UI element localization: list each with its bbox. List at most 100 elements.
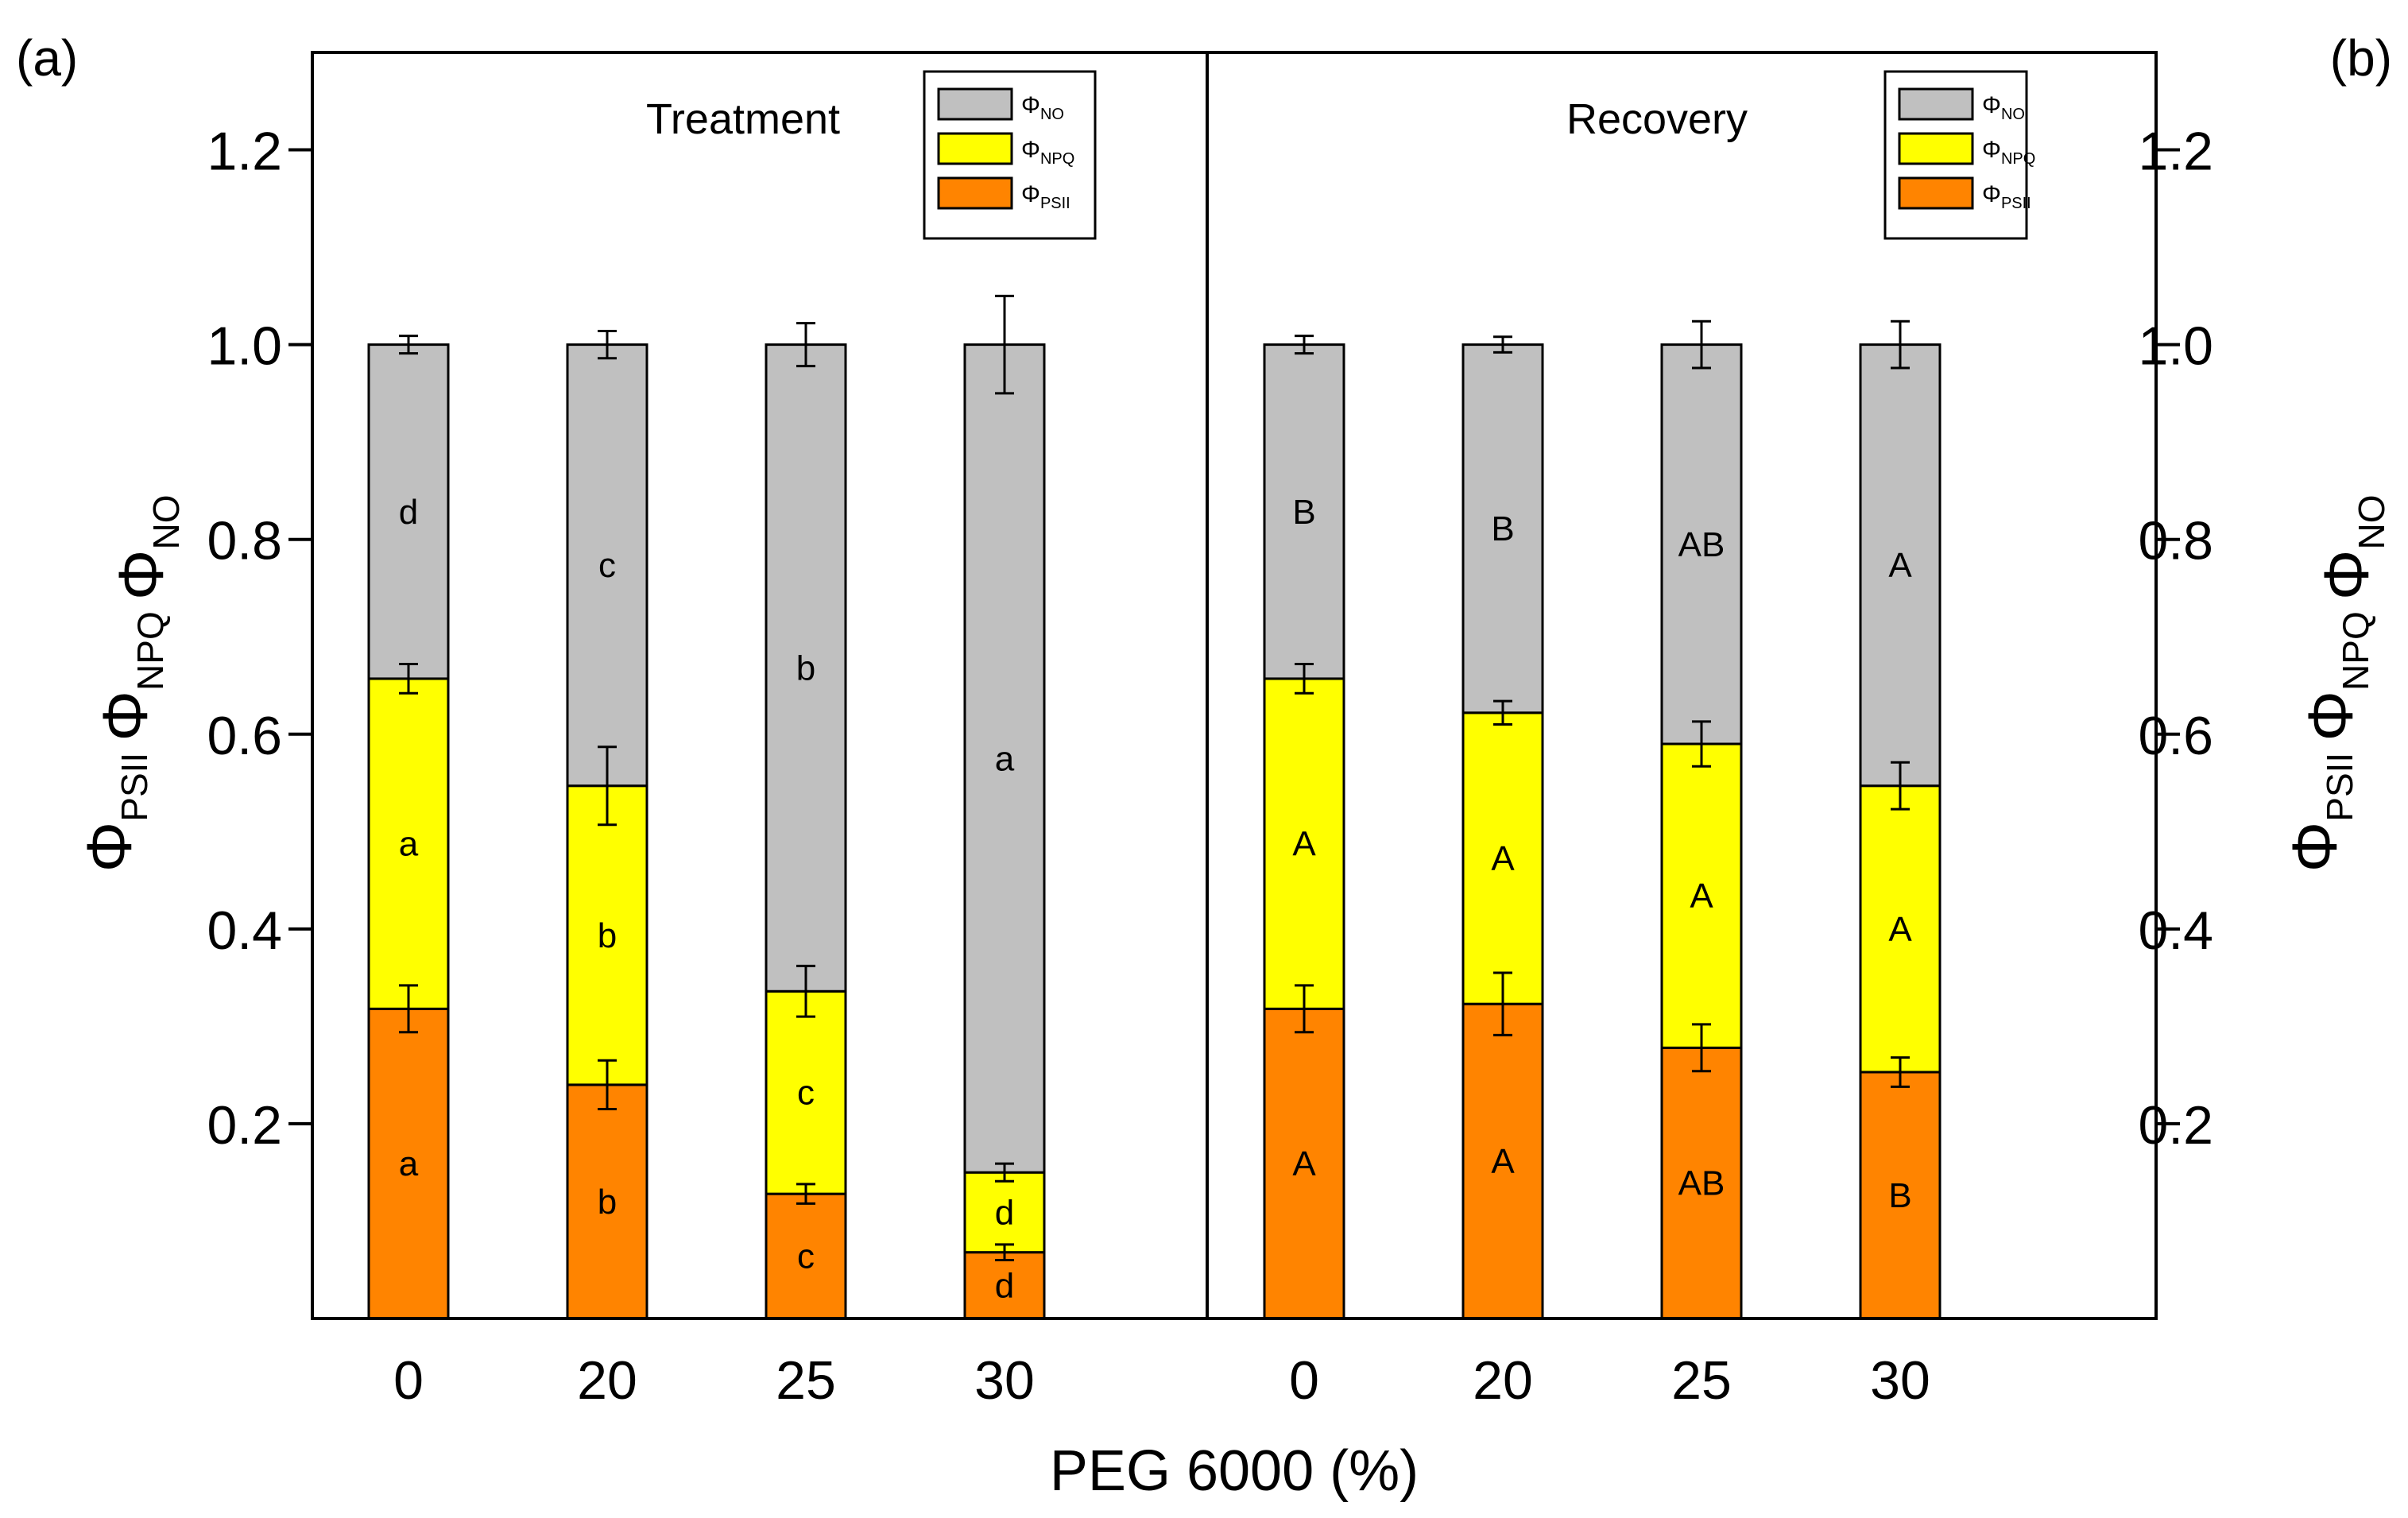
significance-letter: a [399, 825, 419, 864]
significance-letter: A [1690, 877, 1713, 916]
significance-letter: d [995, 1193, 1014, 1232]
y-tick-label-left: 1.2 [207, 122, 282, 182]
y-label-symbol: Φ [2295, 691, 2366, 742]
y-axis-title-right-text: ΦPSIIΦNPQΦNO [2279, 494, 2392, 872]
significance-letter: B [1292, 493, 1315, 532]
significance-letter: A [1491, 1142, 1515, 1181]
bar-npq [963, 1171, 1046, 1254]
bars-layer [367, 343, 1941, 1320]
y-label-subscript: NPQ [130, 611, 171, 691]
y-tick-label-right: 0.4 [2138, 900, 2213, 961]
legend-swatch-no [1898, 87, 1974, 121]
legend-subscript: NPQ [1040, 150, 1074, 168]
significance-letter: a [995, 739, 1015, 778]
x-tick-label: 30 [1870, 1350, 1930, 1411]
legend-symbol: Φ [1982, 137, 2001, 163]
y-label-subscript: NPQ [2335, 611, 2376, 691]
legend-symbol: Φ [1021, 92, 1040, 118]
bar-no [566, 343, 648, 788]
bar-psii [566, 1083, 648, 1320]
y-tick-label-right: 1.2 [2138, 122, 2213, 182]
y-tick-label-right: 0.8 [2138, 511, 2213, 571]
x-tick-label: 25 [776, 1350, 836, 1411]
plot-frame [288, 51, 2180, 1320]
significance-letter: c [598, 546, 616, 585]
plot-border [311, 51, 2158, 1320]
legend-subscript: NPQ [2001, 150, 2035, 168]
significance-letter: AB [1678, 525, 1725, 564]
significance-letter: A [1292, 1144, 1316, 1183]
legend-label-npq: ΦNPQ [1982, 137, 2035, 168]
text-layer: aad0bbc20ccb25dda30TreatmentAAB0AAB20ABA… [16, 29, 2392, 1503]
legend-swatch-psii [1898, 176, 1974, 210]
bar-no [1660, 343, 1743, 745]
y-tick-label-left: 0.8 [207, 511, 282, 571]
legend-label-npq: ΦNPQ [1021, 137, 1074, 168]
bar-no [963, 343, 1046, 1174]
bar-npq [1461, 711, 1544, 1005]
legend-swatch-npq [1898, 132, 1974, 165]
y-axis-title-left-text: ΦPSIIΦNPQΦNO [74, 494, 187, 872]
legend-subscript: NO [1040, 106, 1064, 123]
significance-letter: B [1888, 1176, 1911, 1215]
y-label-symbol: Φ [74, 822, 145, 873]
bar-psii [1461, 1002, 1544, 1320]
y-tick-label-right: 1.0 [2138, 316, 2213, 377]
x-axis-title: PEG 6000 (%) [1050, 1439, 1419, 1503]
significance-letter: A [1292, 825, 1316, 864]
panel-label-b: (b) [2330, 29, 2392, 87]
significance-letter: b [796, 649, 815, 687]
x-tick-label: 20 [577, 1350, 637, 1411]
bar-npq [367, 677, 450, 1010]
y-tick-label-left: 1.0 [207, 316, 282, 377]
y-tick-label-left: 0.2 [207, 1095, 282, 1156]
y-label-symbol: Φ [90, 691, 161, 742]
legend-label-no: ΦNO [1021, 92, 1064, 123]
y-tick-label-right: 0.2 [2138, 1095, 2213, 1156]
significance-letter: a [399, 1144, 419, 1183]
legend-swatch-psii [937, 176, 1013, 210]
legend-symbol: Φ [1021, 181, 1040, 207]
x-tick-label: 30 [974, 1350, 1035, 1411]
y-label-subscript: PSII [114, 753, 155, 822]
bar-npq [765, 989, 847, 1195]
panel-title: Recovery [1566, 95, 1748, 143]
y-tick-label-left: 0.4 [207, 900, 282, 961]
bar-psii [963, 1251, 1046, 1320]
significance-letter: d [399, 493, 418, 532]
y-label-subscript: PSII [2319, 753, 2360, 822]
significance-letter: b [598, 916, 617, 955]
legend-subscript: PSII [2001, 195, 2031, 212]
x-tick-label: 25 [1671, 1350, 1732, 1411]
y-label-symbol: Φ [106, 549, 176, 600]
y-tick-label-right: 0.6 [2138, 706, 2213, 766]
y-label-subscript: NO [145, 494, 187, 549]
y-label-subscript: NO [2351, 494, 2392, 549]
bar-npq [1660, 742, 1743, 1049]
legend-subscript: NO [2001, 106, 2025, 123]
y-label-symbol: Φ [2311, 549, 2382, 600]
legend-swatch-npq [937, 132, 1013, 165]
x-tick-label: 20 [1473, 1350, 1533, 1411]
significance-letter: A [1888, 546, 1912, 585]
legend-subscript: PSII [1040, 195, 1070, 212]
y-label-symbol: Φ [2279, 822, 2350, 873]
legend-swatch-no [937, 87, 1013, 121]
bar-psii [367, 1007, 450, 1320]
bar-npq [1859, 784, 1941, 1074]
significance-letter: c [797, 1237, 815, 1276]
bar-no [1461, 343, 1544, 714]
significance-letter: c [797, 1074, 815, 1113]
significance-letter: A [1888, 910, 1912, 949]
error-bars-layer [399, 294, 1910, 1261]
legend-label-psii: ΦPSII [1982, 181, 2031, 212]
bar-no [1859, 343, 1941, 788]
panel-title: Treatment [646, 95, 840, 143]
legend-symbol: Φ [1021, 137, 1040, 163]
x-tick-label: 0 [1289, 1350, 1319, 1411]
significance-letter: B [1491, 509, 1514, 548]
legend-symbol: Φ [1982, 181, 2001, 207]
legend-symbol: Φ [1982, 92, 2001, 118]
legend-label-no: ΦNO [1982, 92, 2025, 123]
